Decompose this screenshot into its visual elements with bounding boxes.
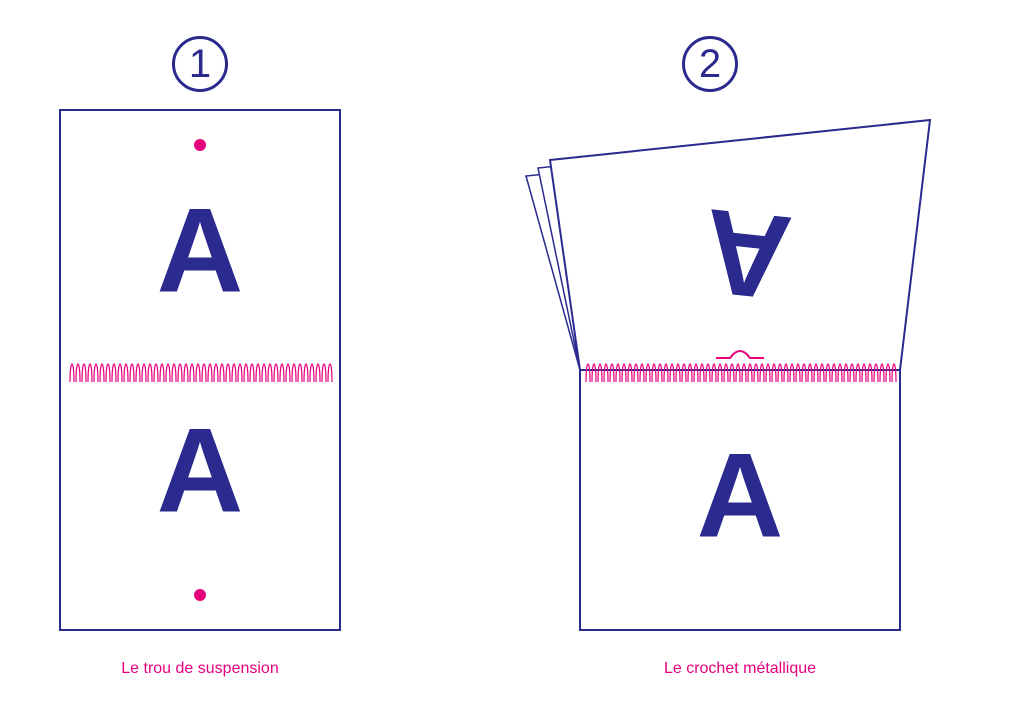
letter-a-top: A bbox=[157, 184, 244, 318]
spiral-binding bbox=[70, 364, 332, 382]
suspension-hole-top bbox=[194, 139, 206, 151]
bottom-page: A bbox=[580, 370, 900, 630]
letter-a-bottom-2: A bbox=[697, 429, 784, 563]
suspension-hole-bottom bbox=[194, 589, 206, 601]
panel-2-illustration: A A bbox=[500, 0, 1020, 640]
caption-1: Le trou de suspension bbox=[0, 660, 400, 678]
panel-1-illustration: A A bbox=[0, 0, 400, 640]
letter-a-bottom: A bbox=[157, 404, 244, 538]
caption-2: Le crochet métallique bbox=[540, 660, 940, 678]
flipped-page-front: A bbox=[550, 120, 930, 370]
diagram-container: 1 A A Le trou de suspension 2 A bbox=[0, 0, 1024, 724]
letter-a-top-2-group: A bbox=[697, 183, 797, 325]
letter-a-top-2: A bbox=[697, 183, 797, 325]
